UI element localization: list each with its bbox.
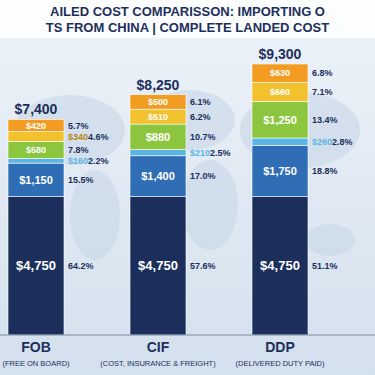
bar-segment [130,150,186,156]
percent-label: 18.8% [312,166,338,176]
category-note: (FREE ON BOARD) [2,359,70,368]
category-note: (DELIVERED DUTY PAID) [236,359,325,368]
side-label: 10.7% [190,132,216,142]
value-label: $4,750 [138,258,178,273]
bar-segment [8,119,64,131]
bar-segment [8,163,64,197]
side-label: $3404.6% [68,132,109,142]
bar-segment [8,197,64,335]
percent-label: 2.2% [88,156,109,166]
side-label: $1602.2% [68,156,109,166]
percent-label: 6.8% [312,68,333,78]
value-label: $630 [270,68,290,78]
side-label: 6.1% [190,97,211,107]
value-label: $510 [148,112,168,122]
percent-label: 57.6% [190,261,216,271]
category-label: FOB [21,339,51,355]
value-label: $4,750 [16,258,56,273]
bar-segment [8,158,64,163]
value-label: $1,750 [263,165,297,177]
percent-label: 10.7% [190,132,216,142]
title: AILED COST COMPARISSON: IMPORTING O [50,4,325,19]
bar-segment [252,64,308,82]
percent-label: 17.0% [190,171,216,181]
value-label: $660 [270,87,290,97]
value-label: $340 [68,132,88,142]
continent [15,95,125,165]
value-label: $500 [148,97,168,107]
chart: AILED COST COMPARISSON: IMPORTING OTS FR… [0,0,375,375]
bar-segment [252,138,308,146]
total-label: $9,300 [259,46,302,62]
bar-segment [130,197,186,335]
continent [145,90,235,150]
category-label: CIF [147,339,170,355]
percent-label: 7.1% [312,87,333,97]
bar-segment [252,82,308,101]
percent-label: 2.5% [210,148,231,158]
side-label: $2102.5% [190,148,231,158]
value-label: $210 [190,148,210,158]
percent-label: 6.1% [190,97,211,107]
side-label: 18.8% [312,166,338,176]
bar-segment [8,132,64,142]
value-label: $880 [146,131,170,143]
bars [8,64,308,335]
bar-segment [130,109,186,124]
category-note: (COST, INSURANCE & FREIGHT) [100,359,216,368]
value-label: $1,150 [19,174,53,186]
value-label: $4,750 [260,258,300,273]
continent [182,160,238,250]
bar-segment [130,124,186,150]
percent-label: 5.7% [68,121,89,131]
bar-segment [252,146,308,197]
percent-label: 15.5% [68,175,94,185]
bar-segment [252,102,308,138]
side-label: 7.1% [312,87,333,97]
percent-label: 2.8% [332,137,353,147]
side-label: 6.8% [312,68,333,78]
bar-segment [252,197,308,335]
side-label: 57.6% [190,261,216,271]
value-label: $420 [26,121,46,131]
side-label: 17.0% [190,171,216,181]
side-label: 13.4% [312,115,338,125]
value-label: $1,250 [263,114,297,126]
value-label: $580 [26,145,46,155]
side-label: 51.1% [312,261,338,271]
percent-label: 6.2% [190,112,211,122]
side-label: 15.5% [68,175,94,185]
total-label: $8,250 [137,77,180,93]
subtitle: TS FROM CHINA | COMPLETE LANDED COST [46,20,329,35]
percent-label: 4.6% [88,132,109,142]
value-label: $160 [68,156,88,166]
side-label: 7.8% [68,145,89,155]
title-band [0,0,375,38]
bar-segment [130,156,186,197]
baseline [0,335,375,336]
labels: $4,750 $1,150 $580 $420 5.7%$3404.6% 7.8%$160… [15,46,353,273]
total-label: $7,400 [15,101,58,117]
side-label: 64.2% [68,261,94,271]
continent [305,224,355,256]
percent-label: 51.1% [312,261,338,271]
value-label: $260 [312,137,332,147]
percent-label: 64.2% [68,261,94,271]
percent-label: 7.8% [68,145,89,155]
side-label: 6.2% [190,112,211,122]
category-label: DDP [265,339,295,355]
percent-label: 13.4% [312,115,338,125]
value-label: $1,400 [141,170,175,182]
bar-segment [130,95,186,110]
bar-segment [8,142,64,159]
side-label: $2602.8% [312,137,353,147]
side-label: 5.7% [68,121,89,131]
background [0,0,375,375]
